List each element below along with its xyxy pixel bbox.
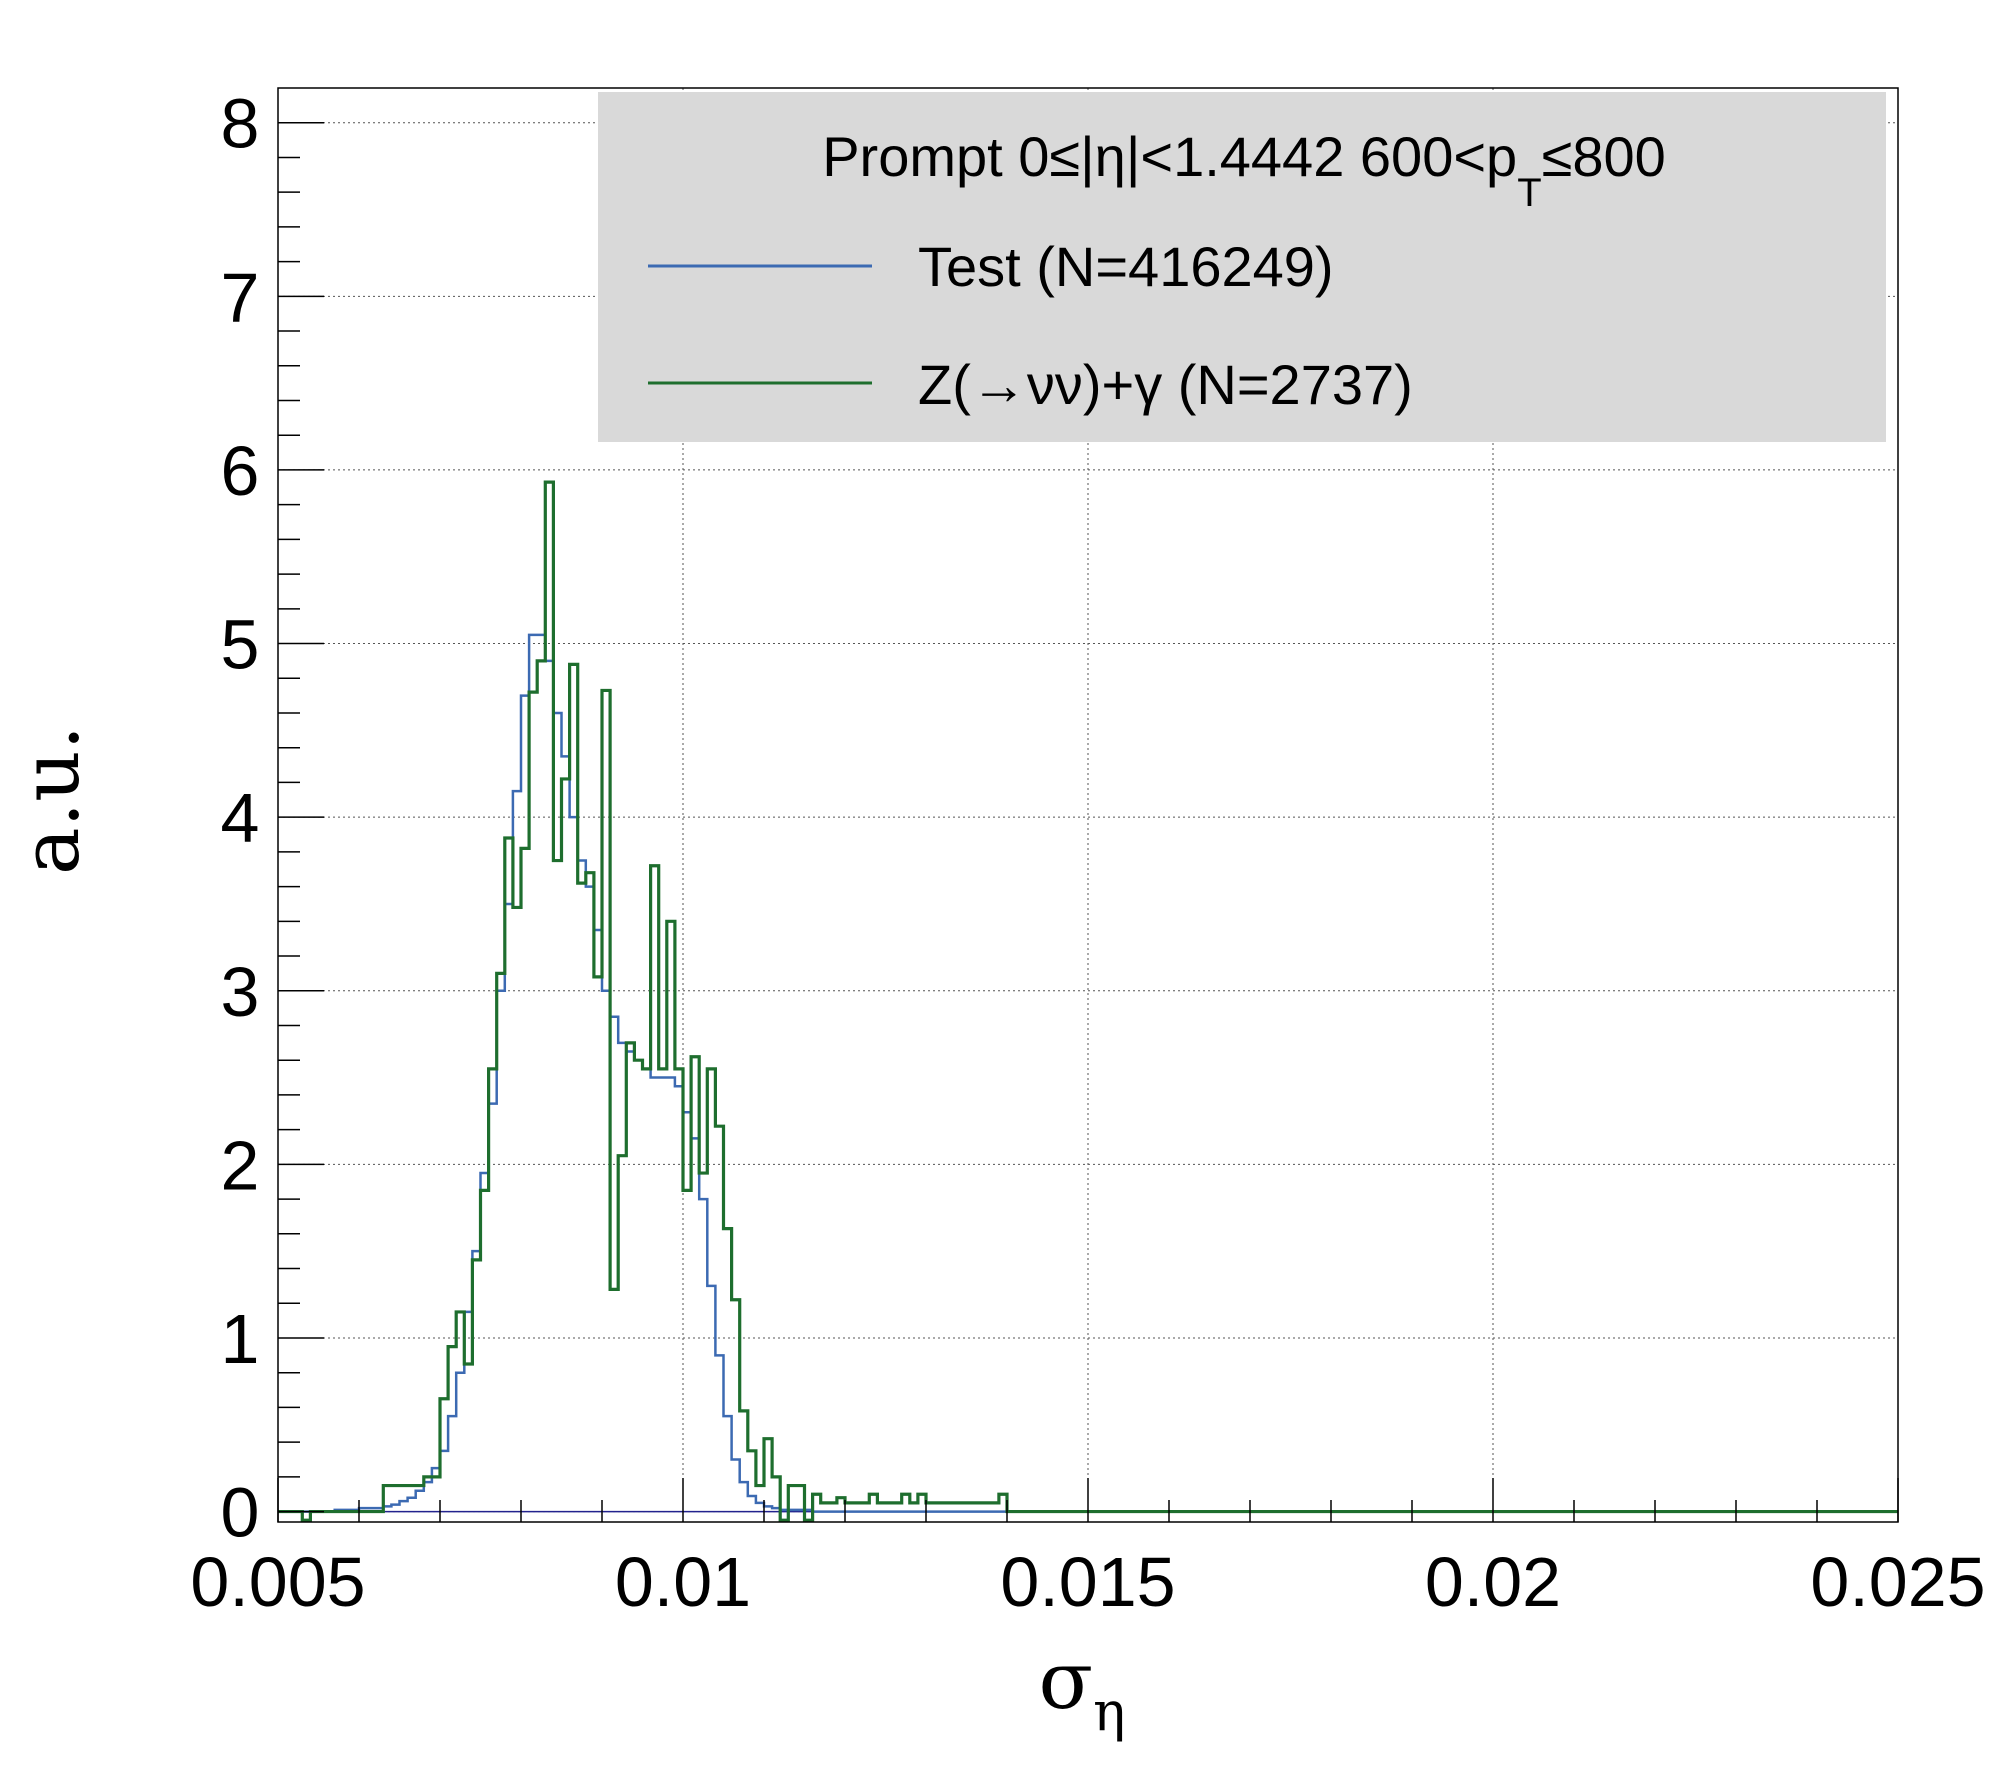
legend-header-tail: ≤800 — [1542, 125, 1666, 188]
legend-header-main: Prompt 0≤|η|<1.4442 600<p — [822, 125, 1517, 188]
x-tick-label: 0.015 — [1000, 1543, 1175, 1621]
series-line-test — [278, 633, 1898, 1513]
y-tick-label: 3 — [221, 953, 260, 1031]
y-tick-label: 4 — [221, 779, 260, 857]
y-axis-title: a.u. — [4, 725, 97, 875]
legend-header-subscript: T — [1517, 171, 1541, 215]
legend-header: Prompt 0≤|η|<1.4442 600<pT≤800 — [822, 125, 1666, 215]
x-axis-title-subscript: η — [1093, 1680, 1125, 1743]
series-line-zgamma — [278, 480, 1898, 1522]
y-tick-label: 6 — [221, 432, 260, 510]
axis-ticks — [277, 121, 1899, 1522]
x-axis-title-main: σ — [1039, 1634, 1094, 1727]
x-tick-label: 0.025 — [1810, 1543, 1985, 1621]
y-tick-label: 1 — [221, 1300, 260, 1378]
x-tick-label: 0.02 — [1425, 1543, 1561, 1621]
x-tick-label: 0.005 — [190, 1543, 365, 1621]
legend-label-test: Test (N=416249) — [918, 235, 1334, 298]
y-tick-label: 2 — [221, 1126, 260, 1204]
y-tick-label: 5 — [221, 606, 260, 684]
x-axis-title: ση — [1039, 1634, 1126, 1743]
tick-labels: 0.005 0.01 0.015 0.02 0.025 0 1 2 3 4 5 6 7 8 — [190, 85, 1985, 1621]
legend-label-zgamma: Z(→νν)+γ (N=2737) — [918, 353, 1413, 416]
legend: Prompt 0≤|η|<1.4442 600<pT≤800 Test (N=4… — [598, 92, 1886, 442]
x-tick-label: 0.01 — [615, 1543, 751, 1621]
y-tick-label: 0 — [221, 1474, 260, 1552]
y-tick-label: 8 — [221, 85, 260, 163]
y-tick-label: 7 — [221, 258, 260, 336]
